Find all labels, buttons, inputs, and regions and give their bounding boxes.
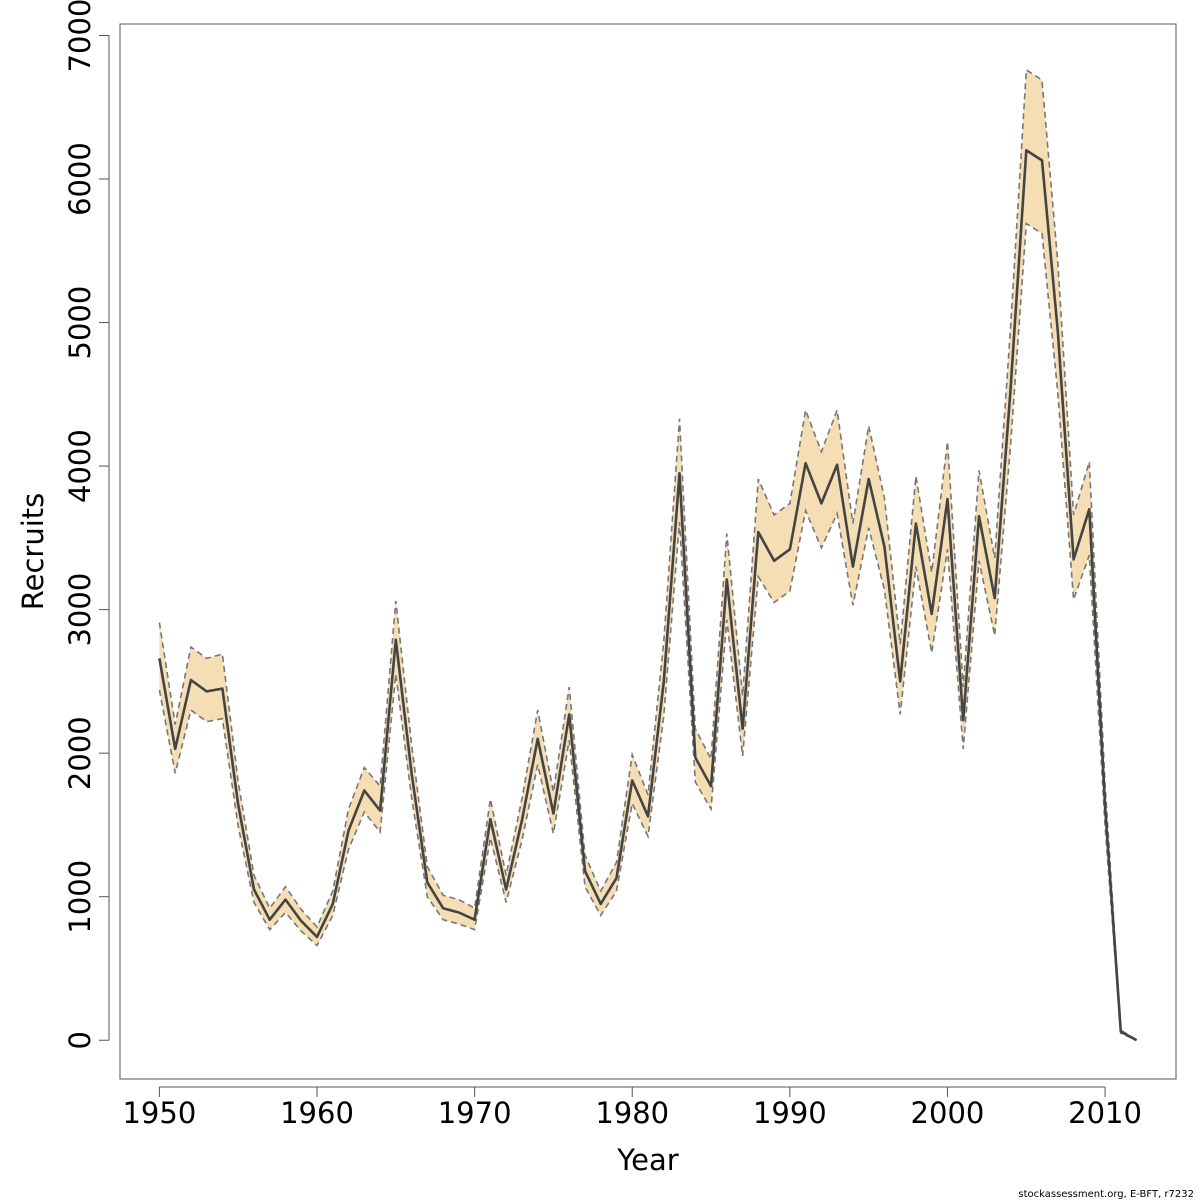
axes-layer: 1950 1960 1970 1980 1990 2000 2010 0 1000 2000 300…	[63, 0, 1142, 1130]
y-tick-label: 1000	[63, 860, 97, 934]
confidence-band-layer	[159, 69, 1137, 1041]
upper-bound-line	[158, 68, 1138, 1041]
x-tick-label: 1970	[438, 1096, 512, 1130]
y-tick-label: 0	[63, 1031, 97, 1049]
y-tick-label: 6000	[63, 142, 97, 216]
y-tick-label: 4000	[63, 429, 97, 503]
recruits-line	[158, 149, 1138, 1042]
y-tick-label: 7000	[63, 0, 97, 72]
confidence-band	[159, 69, 1137, 1041]
x-axis-title: Year	[616, 1143, 678, 1177]
x-tick-label: 1960	[280, 1096, 354, 1130]
x-tick-label: 1950	[122, 1096, 196, 1130]
x-tick-label: 2010	[1068, 1096, 1142, 1130]
series-line-layer	[158, 68, 1138, 1042]
x-tick-label: 2000	[911, 1096, 985, 1130]
y-tick-label: 3000	[63, 573, 97, 647]
y-axis-title: Recruits	[16, 493, 50, 610]
x-tick-label: 1990	[753, 1096, 827, 1130]
credit-note: stockassessment.org, E-BFT, r7232	[1018, 1189, 1194, 1200]
lower-bound-line	[158, 222, 1137, 1041]
y-tick-label: 5000	[63, 286, 97, 360]
x-tick-label: 1980	[595, 1096, 669, 1130]
y-tick-label: 2000	[63, 716, 97, 790]
plot-frame	[119, 23, 1177, 1080]
